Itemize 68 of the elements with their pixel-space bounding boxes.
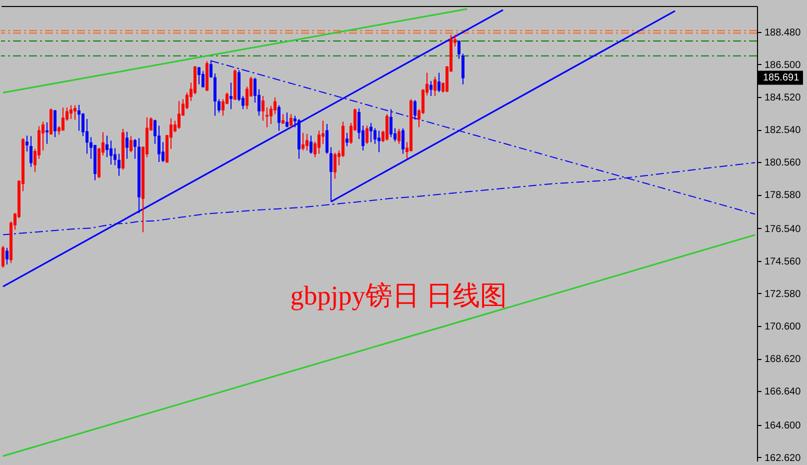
- annotation: gbpjpy镑日 日线图: [290, 280, 508, 310]
- candlestick: [118, 153, 120, 176]
- candlestick: [302, 132, 304, 151]
- y-tick-label: 172.580: [764, 288, 802, 300]
- y-tick-label: 170.600: [764, 322, 802, 333]
- candlestick: [346, 132, 348, 147]
- candlestick: [46, 122, 48, 144]
- candlestick: [402, 128, 404, 154]
- candlestick: [262, 96, 264, 122]
- candlestick: [130, 136, 132, 153]
- y-tick-label: 188.480: [764, 27, 802, 38]
- candlestick: [462, 53, 464, 85]
- candlestick: [70, 104, 72, 120]
- candlestick: [6, 247, 8, 266]
- candlestick: [218, 98, 220, 113]
- candlestick: [378, 130, 380, 153]
- candlestick: [438, 72, 440, 93]
- candlestick: [178, 100, 180, 130]
- candlestick: [334, 152, 336, 180]
- candlestick: [106, 135, 108, 158]
- candlestick: [310, 135, 312, 154]
- candlestick: [386, 114, 388, 142]
- candlestick: [366, 125, 368, 144]
- y-tick-label: 164.600: [764, 420, 802, 432]
- y-tick-label: 184.520: [764, 92, 802, 104]
- y-tick-label: 186.500: [764, 60, 802, 71]
- y-tick-label: 178.580: [764, 190, 802, 202]
- candlestick: [414, 99, 416, 120]
- candlestick: [434, 76, 436, 97]
- candlestick: [230, 82, 232, 110]
- candlestick: [74, 104, 76, 120]
- candlestick: [54, 109, 56, 138]
- candlestick: [266, 107, 268, 128]
- candlestick: [270, 105, 272, 124]
- candlestick: [286, 112, 288, 128]
- y-tick-label: 162.620: [764, 452, 802, 464]
- candlestick: [326, 123, 328, 154]
- candlestick: [278, 104, 280, 132]
- candlestick: [78, 104, 80, 132]
- candlestick: [202, 70, 204, 88]
- y-tick-label: 176.540: [764, 224, 802, 235]
- candlestick: [30, 136, 32, 168]
- candlestick: [62, 107, 64, 132]
- text: 185.691: [763, 72, 800, 84]
- y-tick-label: 166.640: [764, 386, 802, 398]
- y-tick-label: 168.620: [764, 354, 802, 366]
- candlestick: [282, 114, 284, 124]
- y-tick-label: 174.560: [764, 256, 802, 268]
- y-tick-label: 182.540: [764, 125, 802, 136]
- candlestick: [318, 130, 320, 154]
- candlestick: [126, 131, 128, 160]
- candlestick: [110, 140, 112, 166]
- y-tick-label: 180.560: [764, 158, 802, 169]
- candlestick: [374, 128, 376, 144]
- candlestick: [198, 66, 200, 85]
- candlestick: [370, 122, 372, 143]
- candlestick: [306, 133, 308, 151]
- candlestick: [134, 138, 136, 160]
- candlestick: [26, 135, 28, 152]
- candlestick: [398, 128, 400, 144]
- candlestick: [458, 40, 460, 60]
- candlestick: [430, 80, 432, 97]
- candlestick: [390, 108, 392, 138]
- candlestick: [290, 114, 292, 128]
- candlestick: [114, 148, 116, 166]
- candlestick: [322, 120, 324, 144]
- candlestick: [274, 96, 276, 115]
- candlestick: [2, 245, 4, 268]
